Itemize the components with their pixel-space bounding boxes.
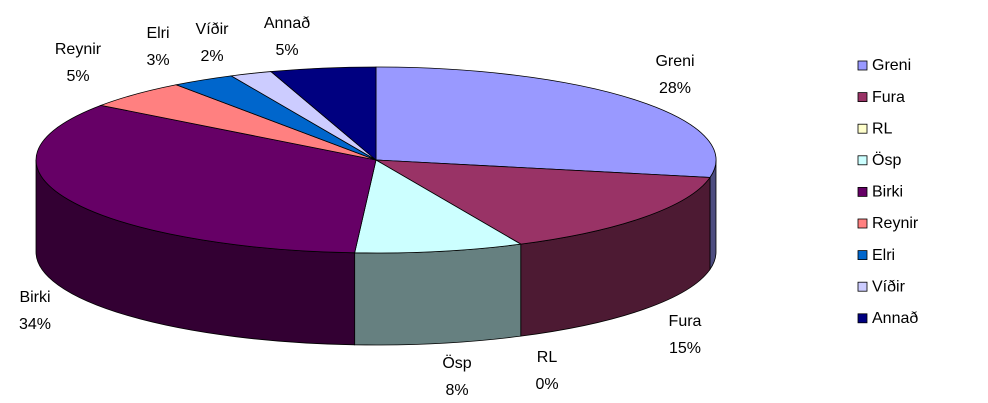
- slice: [269, 66, 377, 161]
- legend-swatch: [857, 92, 868, 102]
- slice-label-value: 5%: [66, 68, 89, 85]
- legend-swatch: [857, 281, 868, 292]
- legend-label: Ösp: [872, 151, 901, 169]
- legend-label: Elri: [872, 247, 895, 264]
- legend-label: RL: [872, 120, 893, 137]
- slice-side: [354, 243, 522, 346]
- slice-label-name: Annað: [264, 15, 310, 32]
- legend-swatch: [857, 250, 868, 261]
- legend-swatch: [857, 313, 868, 324]
- legend-label: Fura: [872, 89, 905, 106]
- legend-label: Birki: [872, 184, 903, 201]
- slice-label-value: 28%: [659, 80, 691, 97]
- slice: [375, 159, 711, 245]
- slice-label-value: 0%: [535, 376, 558, 393]
- slice-label-value: 8%: [445, 382, 468, 399]
- slice-label-name: Birki: [19, 289, 50, 306]
- slice-label-value: 5%: [275, 42, 298, 59]
- slice-label-value: 15%: [669, 340, 701, 357]
- slice-label-name: Ösp: [442, 354, 471, 372]
- legend-label: Greni: [872, 57, 911, 74]
- slice: [35, 104, 377, 254]
- legend-swatch: [857, 218, 868, 229]
- legend-label: Reynir: [872, 215, 919, 232]
- slice-label-name: Elri: [146, 25, 169, 42]
- legend-swatch: [857, 60, 868, 71]
- legend-swatch: [857, 123, 868, 134]
- slice-label-name: Fura: [669, 313, 702, 330]
- slice: [375, 66, 717, 178]
- legend-swatch: [857, 186, 868, 197]
- legend-swatch: [857, 155, 868, 166]
- slice-label-name: Reynir: [55, 41, 102, 58]
- slice-label-value: 2%: [200, 48, 223, 65]
- slice-label-name: Víðir: [196, 21, 230, 38]
- legend-label: Annað: [872, 310, 918, 327]
- slice-label-value: 3%: [146, 52, 169, 69]
- slice-label-name: Greni: [655, 53, 694, 70]
- slice-label-value: 34%: [19, 316, 51, 333]
- legend-label: Víðir: [872, 278, 906, 295]
- slice: [354, 159, 522, 254]
- slice-label-name: RL: [537, 349, 558, 366]
